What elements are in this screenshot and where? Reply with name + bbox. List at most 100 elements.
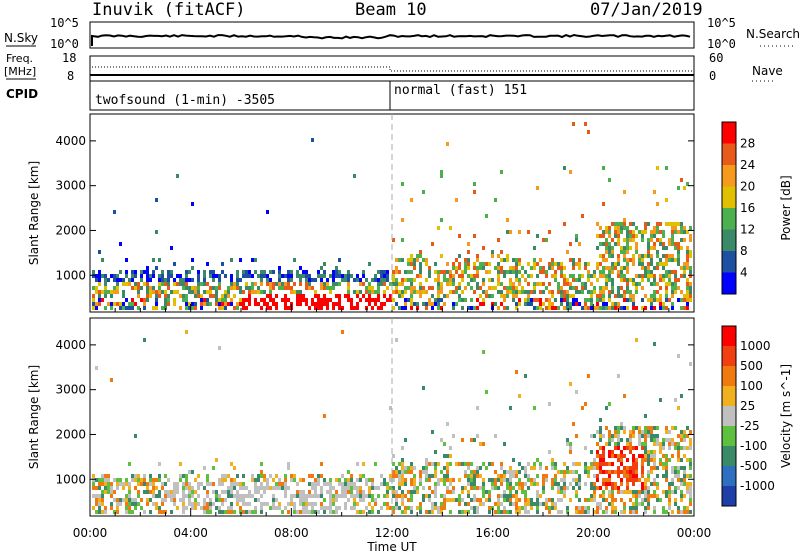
data-cell (689, 498, 692, 502)
data-cell (182, 294, 185, 298)
data-cell (176, 290, 179, 294)
data-cell (413, 486, 416, 490)
data-cell (605, 230, 608, 234)
data-cell (674, 470, 677, 474)
data-cell (197, 482, 200, 486)
data-cell (497, 278, 500, 282)
data-cell (191, 266, 194, 270)
data-cell (221, 262, 224, 266)
data-cell (509, 286, 512, 290)
data-cell (209, 498, 212, 502)
data-cell (602, 458, 605, 462)
data-cell (380, 474, 383, 478)
data-cell (98, 506, 101, 510)
data-cell (350, 306, 353, 310)
data-cell (626, 230, 629, 234)
data-cell (374, 486, 377, 490)
data-cell (302, 490, 305, 494)
data-cell (503, 510, 506, 514)
data-cell (650, 234, 653, 238)
data-cell (278, 286, 281, 290)
data-cell (596, 506, 599, 510)
colorbar-segment-0-1 (722, 251, 736, 273)
data-cell (650, 466, 653, 470)
data-cell (587, 290, 590, 294)
data-cell (560, 298, 563, 302)
data-cell (335, 274, 338, 278)
data-cell (335, 282, 338, 286)
data-cell (605, 498, 608, 502)
data-cell (653, 282, 656, 286)
data-cell (596, 474, 599, 478)
data-cell (602, 306, 605, 310)
data-cell (251, 494, 254, 498)
data-cell (569, 382, 572, 386)
data-cell (425, 258, 428, 262)
data-cell (644, 434, 647, 438)
data-cell (608, 478, 611, 482)
data-cell (389, 282, 392, 286)
data-cell (572, 294, 575, 298)
data-cell (179, 478, 182, 482)
data-cell (611, 482, 614, 486)
data-cell (308, 282, 311, 286)
data-cell (677, 446, 680, 450)
data-cell (314, 302, 317, 306)
data-cell (560, 486, 563, 490)
data-cell (497, 306, 500, 310)
station-title: Inuvik (fitACF) (92, 0, 246, 20)
data-cell (614, 434, 617, 438)
data-cell (554, 270, 557, 274)
data-cell (98, 274, 101, 278)
data-cell (263, 474, 266, 478)
data-cell (524, 474, 527, 478)
data-cell (161, 482, 164, 486)
data-cell (104, 486, 107, 490)
data-cell (257, 498, 260, 502)
data-cell (191, 290, 194, 294)
data-cell (323, 482, 326, 486)
data-cell (611, 238, 614, 242)
data-cell (407, 270, 410, 274)
data-cell (383, 494, 386, 498)
data-cell (182, 510, 185, 514)
data-cell (410, 198, 413, 202)
data-cell (359, 498, 362, 502)
data-cell (443, 474, 446, 478)
data-cell (650, 298, 653, 302)
data-cell (443, 274, 446, 278)
data-cell (284, 294, 287, 298)
data-cell (308, 490, 311, 494)
data-cell (554, 466, 557, 470)
data-cell (323, 270, 326, 274)
data-cell (152, 490, 155, 494)
data-cell (545, 270, 548, 274)
data-cell (470, 298, 473, 302)
data-cell (104, 286, 107, 290)
data-cell (299, 478, 302, 482)
data-cell (659, 258, 662, 262)
data-cell (677, 298, 680, 302)
data-cell (173, 282, 176, 286)
data-cell (185, 302, 188, 306)
data-cell (116, 482, 119, 486)
data-cell (551, 290, 554, 294)
data-cell (683, 274, 686, 278)
data-cell (500, 510, 503, 514)
data-cell (578, 290, 581, 294)
data-cell (629, 230, 632, 234)
data-cell (611, 246, 614, 250)
data-cell (575, 510, 578, 514)
data-cell (620, 458, 623, 462)
data-cell (602, 202, 605, 206)
data-cell (431, 242, 434, 246)
data-cell (686, 506, 689, 510)
data-cell (620, 426, 623, 430)
data-cell (446, 466, 449, 470)
data-cell (128, 494, 131, 498)
data-cell (641, 498, 644, 502)
data-cell (536, 474, 539, 478)
data-cell (683, 266, 686, 270)
data-cell (629, 466, 632, 470)
data-cell (263, 486, 266, 490)
